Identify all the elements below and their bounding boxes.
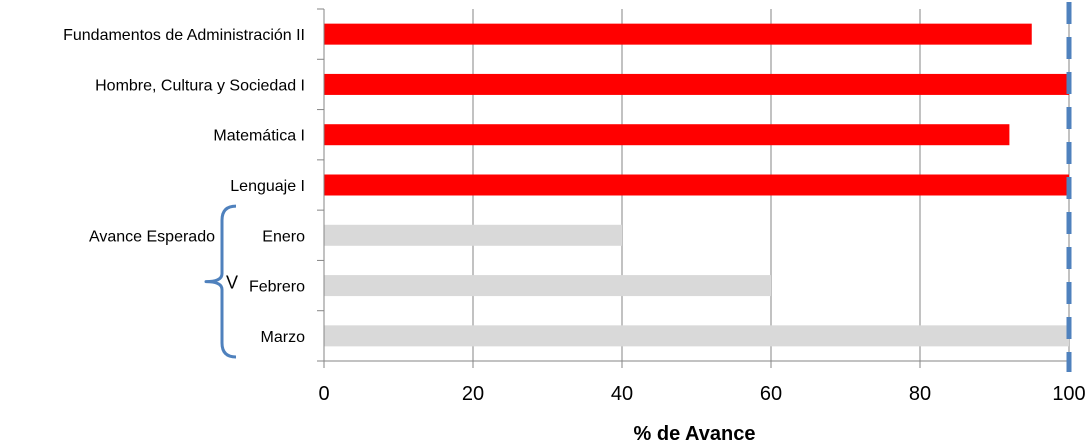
group-annotation-label: Avance Esperado [89,228,215,245]
x-tick-label-0: 0 [318,383,329,405]
x-axis-title: % de Avance [634,423,756,445]
bar-marzo [324,325,1069,347]
x-tick-label-100: 100 [1052,383,1085,405]
category-labels: Fundamentos de Administración II Hombre, … [63,27,305,346]
axes-group [317,8,1070,368]
category-label-lenguaje-i: Lenguaje I [230,178,305,195]
x-tick-label-20: 20 [462,383,484,405]
bar-enero [324,224,622,246]
category-label-marzo: Marzo [261,329,306,346]
category-label-matematica-i: Matemática I [213,128,305,145]
avance-esperado-annotation: Avance Esperado V [89,204,238,359]
x-tick-labels: 0 20 40 60 80 100 [318,383,1085,405]
group-brace [204,204,237,359]
category-label-fundamentos-de-administracion-ii: Fundamentos de Administración II [63,27,305,44]
x-tick-label-80: 80 [909,383,931,405]
x-tick-label-60: 60 [760,383,782,405]
category-label-enero: Enero [262,228,305,245]
bar-lenguaje-i [324,174,1069,196]
x-tick-label-40: 40 [611,383,633,405]
bar-matematica-i [324,124,1010,146]
group-annotation-marker: V [226,273,238,293]
bar-fundamentos-de-administracion-ii [324,23,1032,45]
bar-febrero [324,275,771,297]
category-label-hombre-cultura-y-sociedad-i: Hombre, Cultura y Sociedad I [95,77,305,94]
bar-hombre-cultura-y-sociedad-i [324,73,1069,95]
category-label-febrero: Febrero [249,279,305,296]
bars-group [324,23,1069,347]
